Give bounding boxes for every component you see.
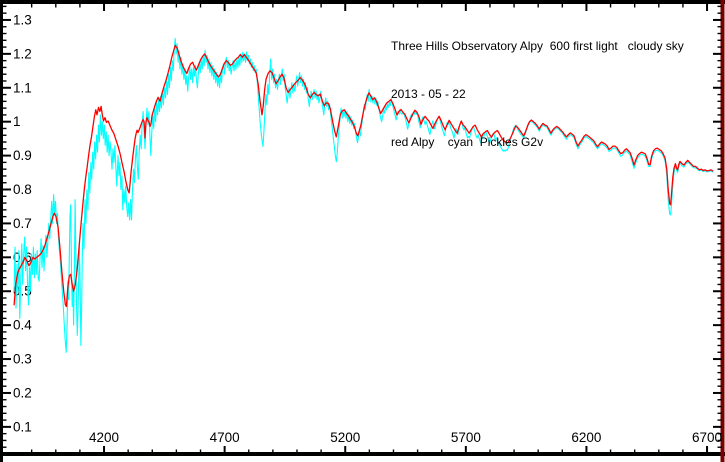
x-tick-label: 5200	[330, 430, 360, 445]
alpy-spectrum-line	[13, 44, 714, 308]
annotation-block: Three Hills Observatory Alpy 600 first l…	[391, 6, 684, 182]
x-tick-label: 4200	[89, 430, 119, 445]
x-tick-label: 6700	[692, 430, 722, 445]
y-tick-label: 0.3	[13, 352, 32, 367]
x-tick-label: 5700	[451, 430, 481, 445]
y-tick-label: 0.8	[13, 182, 32, 197]
y-tick-label: 1	[13, 114, 21, 129]
y-tick-label: 0.1	[13, 419, 32, 434]
x-tick-label: 4700	[210, 430, 240, 445]
annotation-date: 2013 - 05 - 22	[391, 87, 466, 101]
y-tick-label: 0.7	[13, 216, 32, 231]
y-tick-label: 0.4	[13, 318, 32, 333]
x-tick-label: 6200	[571, 430, 601, 445]
y-tick-label: 0.9	[13, 148, 32, 163]
x-axis-labels: 4200 4700 5200 5700 6200 6700	[89, 430, 722, 445]
y-axis-ticks	[2, 5, 11, 448]
right-axis-ticks	[713, 5, 722, 448]
y-axis-labels: 0.10.20.30.40.50.60.70.80.911.11.21.3	[13, 12, 32, 434]
x-axis-ticks	[30, 446, 709, 454]
y-tick-label: 1.2	[13, 46, 32, 61]
y-tick-label: 1.1	[13, 80, 32, 95]
y-tick-label: 0.2	[13, 385, 32, 400]
top-axis-ticks	[30, 3, 709, 11]
annotation-title: Three Hills Observatory Alpy 600 first l…	[391, 39, 684, 53]
annotation-legend: red Alpy cyan Pickles G2v	[391, 135, 544, 149]
y-tick-label: 1.3	[13, 12, 32, 27]
